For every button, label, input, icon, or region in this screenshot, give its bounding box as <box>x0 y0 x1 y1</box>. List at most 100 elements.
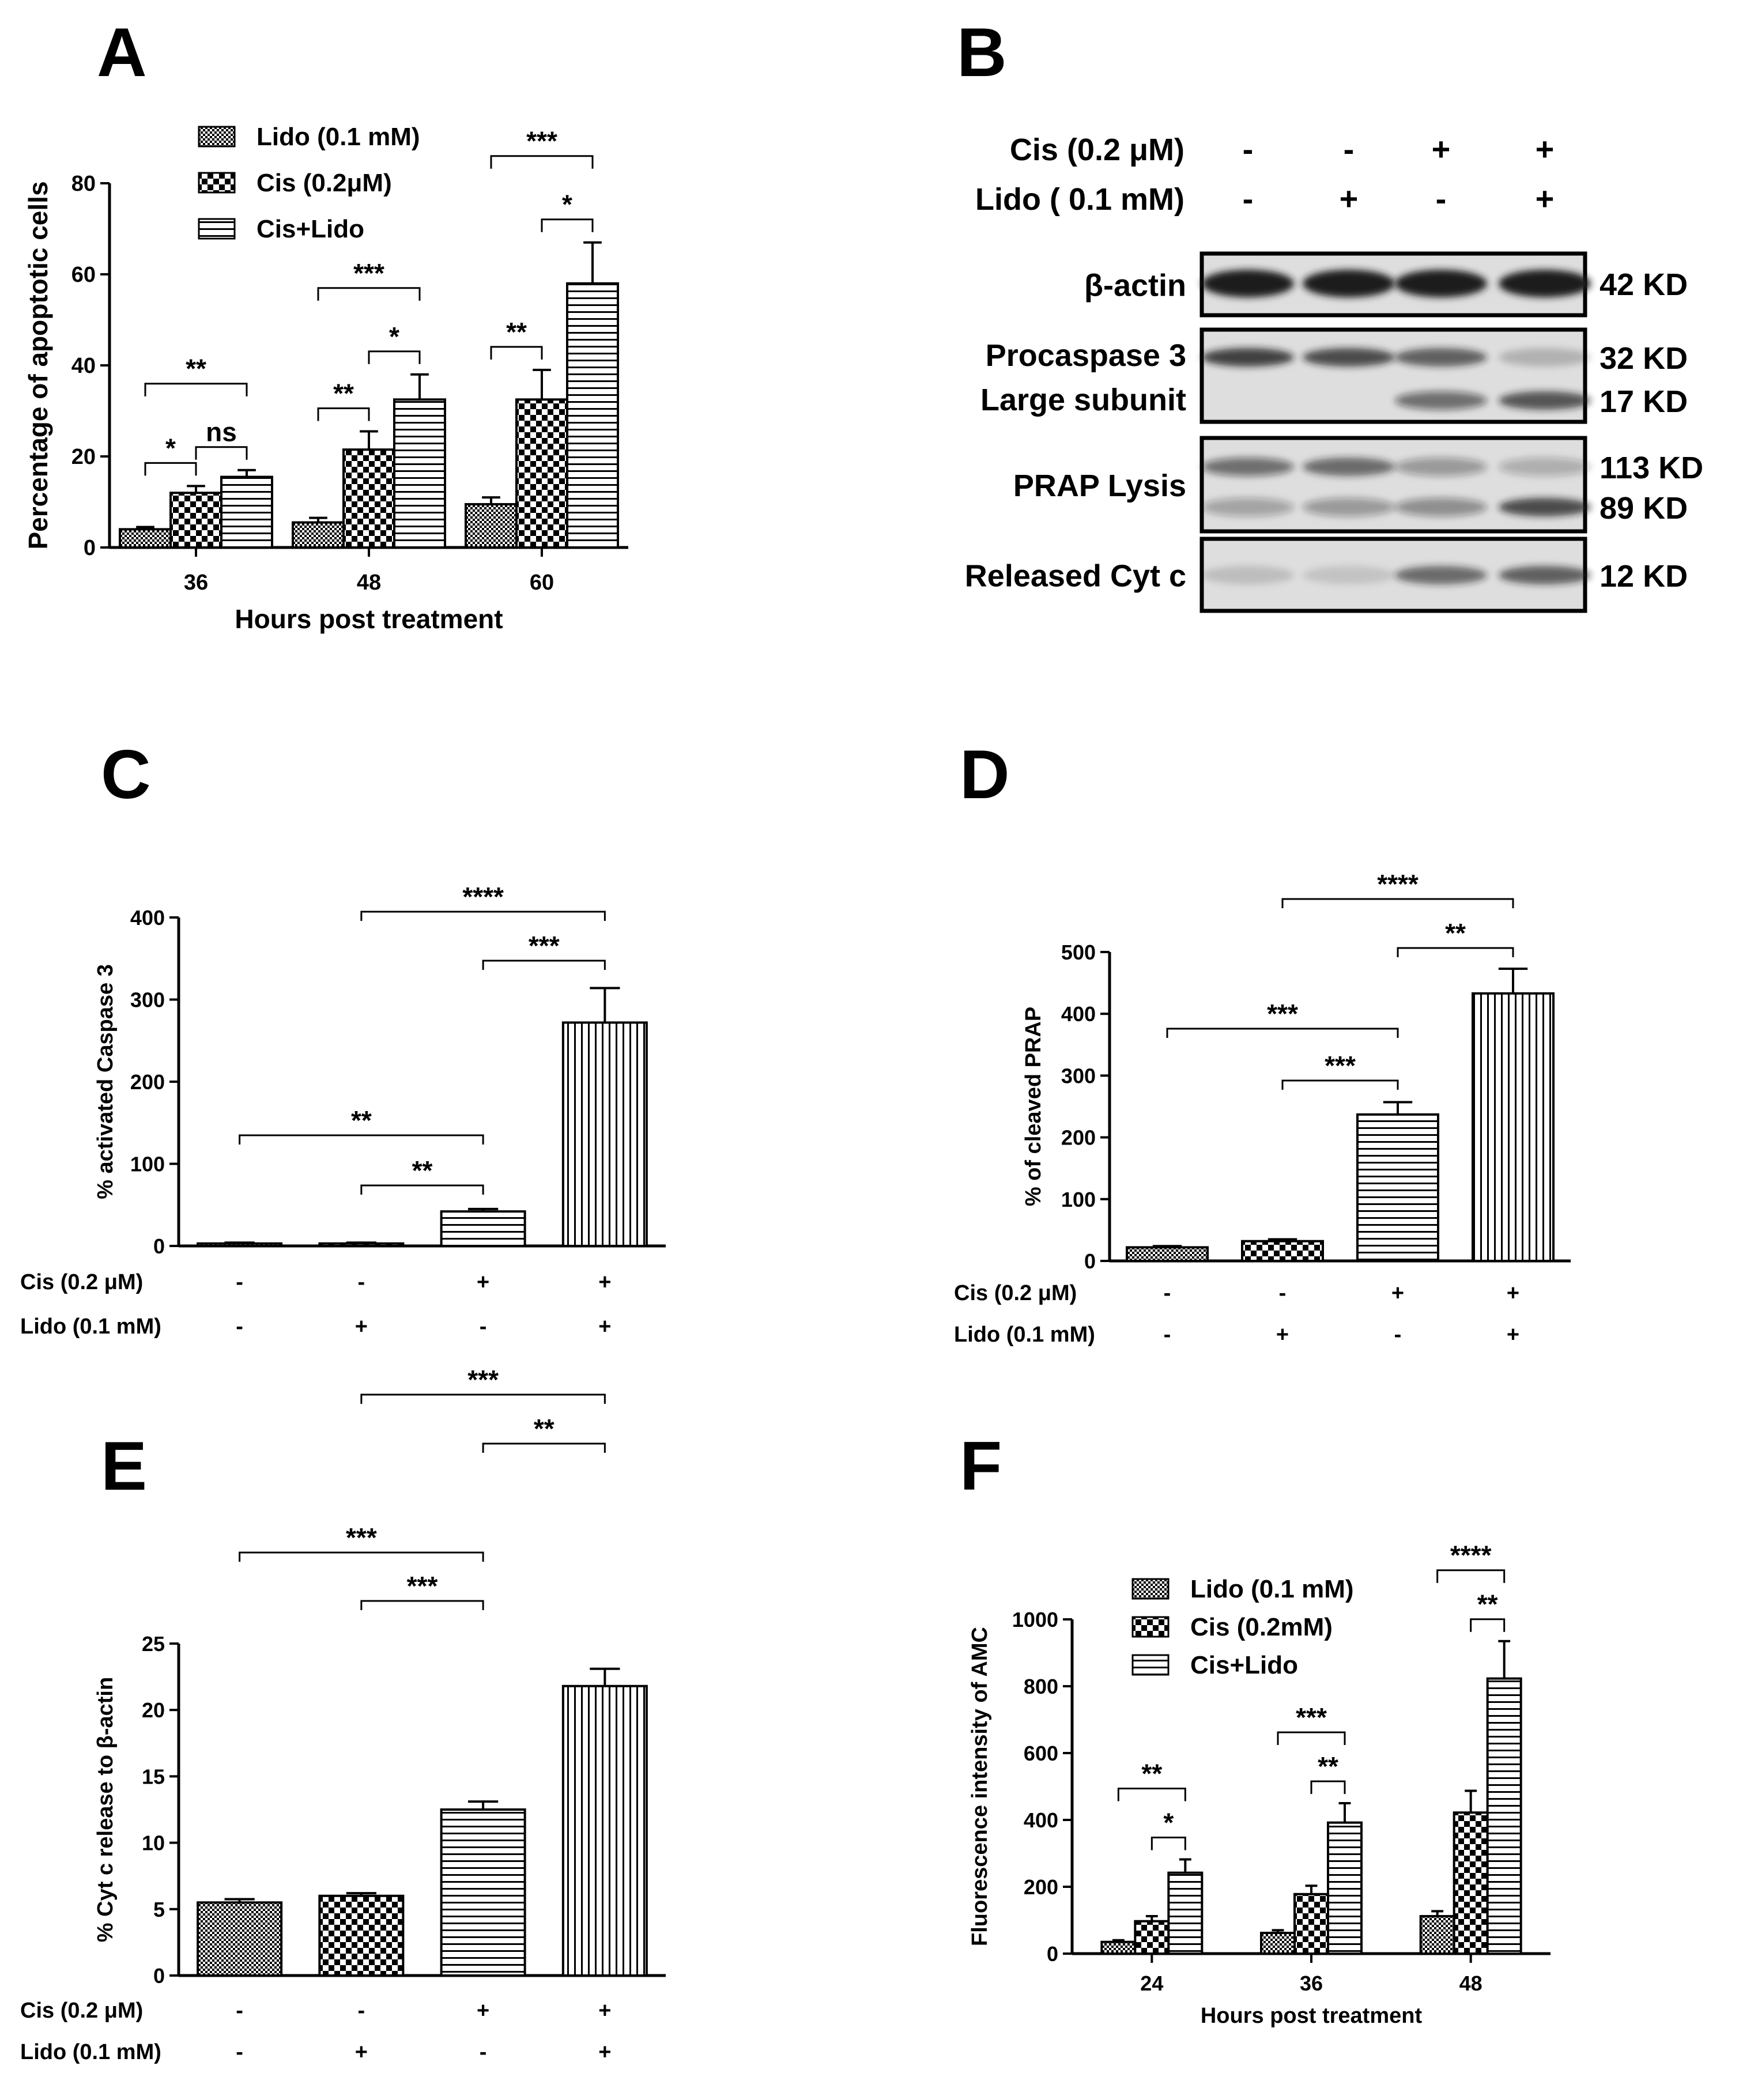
condition-sign: - <box>480 2040 487 2064</box>
significance-bracket <box>1397 947 1514 957</box>
bar-vlines <box>1472 992 1555 1262</box>
significance-label: *** <box>407 1571 438 1601</box>
blot-row-label: β-actin <box>1084 269 1186 303</box>
blot-row-label: Procaspase 3 <box>986 338 1186 373</box>
significance-bracket <box>360 1393 606 1404</box>
legend-swatch <box>198 218 236 240</box>
y-tick-label: 25 <box>142 1632 165 1656</box>
significance-bracket <box>490 346 543 360</box>
y-tick-label: 0 <box>153 1234 165 1258</box>
condition-row-label: Cis (0.2 μM) <box>954 1281 1077 1305</box>
blot-condition-sign: - <box>1436 180 1447 217</box>
condition-sign: - <box>480 1315 487 1339</box>
condition-sign: - <box>236 1270 243 1294</box>
blot-row-label-secondary: Large subunit <box>980 383 1186 417</box>
condition-sign: + <box>598 1315 611 1339</box>
bar-fine-check <box>292 521 345 549</box>
western-blot-panel: Cis (0.2 μM) - - + + Lido ( 0.1 mM) - + - +42 KD β… <box>965 131 1703 613</box>
significance-label: ** <box>412 1155 433 1185</box>
y-tick-label: 600 <box>1024 1742 1058 1765</box>
condition-sign: + <box>598 1999 611 2023</box>
significance-bracket <box>360 911 606 921</box>
significance-label: **** <box>1450 1540 1492 1570</box>
blot-band <box>1202 348 1294 367</box>
y-tick-label: 0 <box>153 1964 165 1988</box>
y-tick-label: 400 <box>1024 1808 1058 1832</box>
blot-band <box>1303 566 1395 584</box>
condition-sign: + <box>598 2040 611 2064</box>
condition-sign: - <box>1164 1323 1171 1347</box>
condition-sign: - <box>1164 1281 1171 1305</box>
condition-sign: + <box>1507 1281 1519 1305</box>
y-tick-label: 80 <box>71 172 96 196</box>
y-tick-label: 0 <box>1084 1249 1096 1273</box>
legend-label: Cis (0.2mM) <box>1190 1613 1333 1641</box>
y-tick-label: 10 <box>142 1831 165 1855</box>
y-axis-title: % Cyt c release to β-actin <box>93 1677 118 1942</box>
panel-label-a: A <box>97 14 147 91</box>
legend-label: Lido (0.1 mM) <box>256 123 420 151</box>
y-tick-label: 100 <box>1061 1188 1096 1211</box>
bar-checker <box>342 448 395 549</box>
significance-label: *** <box>1325 1051 1356 1081</box>
significance-bracket <box>1310 1780 1346 1794</box>
blot-condition-sign: + <box>1340 180 1359 217</box>
bar-fine-check <box>465 503 518 549</box>
x-tick-label: 36 <box>1300 1971 1323 1995</box>
y-tick-label: 0 <box>1047 1942 1058 1966</box>
bar-fine-check <box>1419 1915 1455 1955</box>
bar-checker <box>169 492 222 549</box>
blot-size-label: 12 KD <box>1600 559 1688 594</box>
y-tick-label: 40 <box>71 354 96 378</box>
blot-band <box>1499 391 1591 410</box>
significance-bracket <box>239 1134 484 1145</box>
y-axis-title: % of cleaved PRAP <box>1021 1007 1046 1206</box>
y-tick-label: 500 <box>1061 941 1096 964</box>
significance-label: ** <box>534 1414 554 1444</box>
significance-bracket <box>541 218 594 232</box>
significance-label: * <box>389 322 399 352</box>
legend-swatch <box>198 172 236 194</box>
significance-bracket <box>1281 1079 1399 1090</box>
condition-row-label: Cis (0.2 μM) <box>20 1270 143 1294</box>
significance-label: *** <box>353 258 384 288</box>
blot-size-label: 17 KD <box>1600 384 1688 419</box>
blot-condition-label: Lido ( 0.1 mM) <box>975 182 1185 217</box>
condition-row-label: Lido (0.1 mM) <box>20 2040 161 2064</box>
significance-label: ** <box>1445 918 1466 948</box>
panel-label-e: E <box>101 1427 147 1505</box>
blot-band <box>1395 270 1487 297</box>
blot-condition-sign: + <box>1432 131 1451 167</box>
condition-sign: - <box>358 1999 365 2023</box>
y-tick-label: 800 <box>1024 1675 1058 1698</box>
blot-size-label: 89 KD <box>1600 491 1688 526</box>
significance-bracket <box>195 446 248 460</box>
blot-band <box>1395 458 1487 476</box>
bar-hlines <box>1486 1677 1522 1955</box>
y-tick-label: 400 <box>1061 1002 1096 1026</box>
x-tick-label: 48 <box>1459 1971 1483 1995</box>
blot-band <box>1499 498 1591 516</box>
bar-fine-check <box>197 1901 283 1977</box>
bar-fine-check <box>1100 1940 1137 1955</box>
blot-condition-sign: - <box>1344 131 1355 167</box>
bar-vlines <box>561 1684 648 1977</box>
chart-a-apoptosis: 0 20 40 60 80 36 48 60 Hours post treatment Perce… <box>23 123 628 634</box>
bar-hlines <box>393 398 446 549</box>
bar-checker <box>318 1894 405 1977</box>
chart-f-amc-fluorescence: 0 200 400 600 800 1000 24 36 48 Hours post treatm… <box>968 1540 1551 2028</box>
y-tick-label: 400 <box>130 906 165 930</box>
significance-bracket <box>1166 1028 1399 1038</box>
significance-bracket <box>1281 898 1514 908</box>
blot-condition-sign: - <box>1243 131 1254 167</box>
legend-label: Cis (0.2μM) <box>256 169 392 197</box>
y-tick-label: 100 <box>130 1153 165 1176</box>
blot-band <box>1303 270 1395 297</box>
significance-label: *** <box>1267 999 1298 1029</box>
bar-fine-check <box>119 528 172 549</box>
blot-band <box>1303 458 1395 476</box>
chart-e-cytc-release: 0 5 10 15 20 25 Cis (0.2 μM) - - + + Lido (0.1 mM) -… <box>20 1365 666 2064</box>
x-tick-label: 36 <box>184 571 208 595</box>
bar-checker <box>1241 1240 1324 1263</box>
